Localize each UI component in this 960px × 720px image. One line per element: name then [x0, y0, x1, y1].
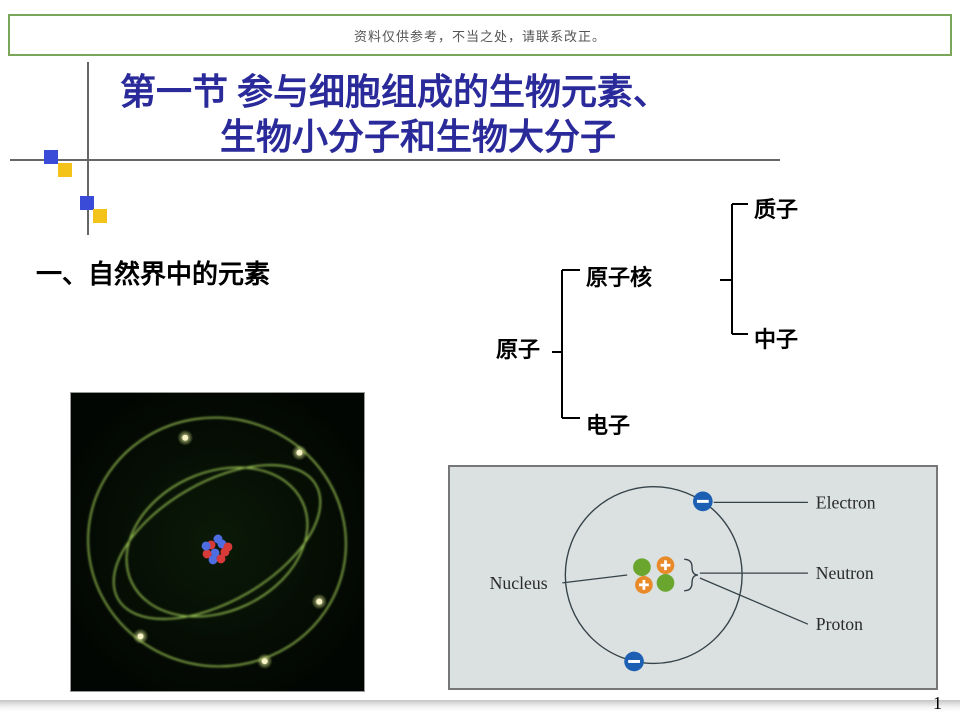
- decor-square-yellow-1: [58, 163, 72, 177]
- atom-tree-diagram: 原子 原子核 电子 质子 中子: [480, 190, 900, 450]
- label-neutron: Neutron: [816, 563, 874, 583]
- title-line-2: 生物小分子和生物大分子: [120, 115, 669, 160]
- tree-electron: 电子: [586, 408, 630, 440]
- tree-proton: 质子: [754, 192, 798, 224]
- atom-model-schematic: Nucleus Electron Neutron Proton: [448, 465, 938, 690]
- bottom-shadow: [0, 700, 960, 720]
- tree-nucleus: 原子核: [586, 260, 652, 292]
- tree-atom: 原子: [496, 332, 540, 364]
- nucleus-cluster: [202, 535, 233, 565]
- decor-square-yellow-2: [93, 209, 107, 223]
- atom-gray-svg: Nucleus Electron Neutron Proton: [450, 467, 936, 688]
- slide-title: 第一节 参与细胞组成的生物元素、 生物小分子和生物大分子: [120, 70, 669, 160]
- label-proton: Proton: [816, 614, 863, 634]
- electron-1: [693, 492, 713, 512]
- nucleus-particles: [633, 556, 674, 593]
- section-heading: 一、自然界中的元素: [36, 254, 270, 291]
- decor-square-blue-2: [80, 196, 94, 210]
- atom-dark-svg: [71, 393, 364, 691]
- tree-neutron: 中子: [754, 322, 798, 354]
- label-electron: Electron: [816, 492, 876, 512]
- tree-brackets-svg: [480, 190, 900, 450]
- label-nucleus: Nucleus: [490, 573, 548, 593]
- decor-square-blue-1: [44, 150, 58, 164]
- title-line-1: 第一节 参与细胞组成的生物元素、: [120, 70, 669, 115]
- electron-2: [624, 652, 644, 672]
- atom-model-dark: [70, 392, 365, 692]
